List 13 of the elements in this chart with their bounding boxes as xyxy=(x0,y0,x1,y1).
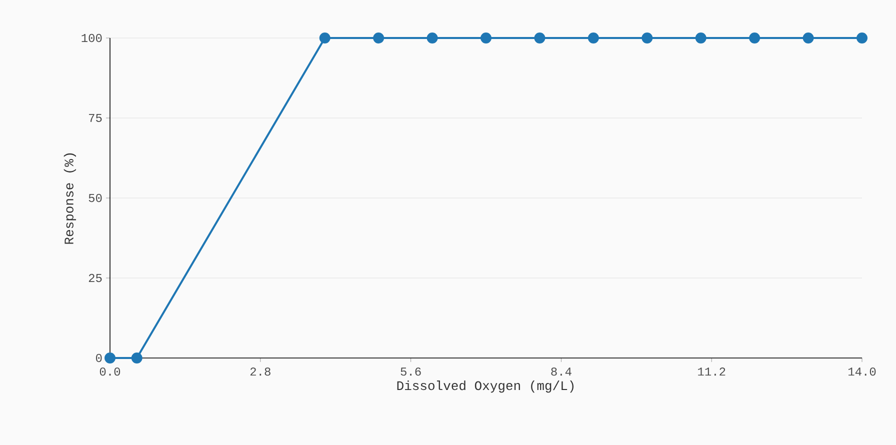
x-tick-label: 2.8 xyxy=(250,368,270,376)
x-tick-label: 8.4 xyxy=(551,368,572,376)
y-axis-title: Response (%) xyxy=(64,153,76,244)
y-tick-label: 50 xyxy=(88,194,102,202)
x-tick-label: 0.0 xyxy=(100,368,120,376)
x-axis-title: Dissolved Oxygen (mg/L) xyxy=(397,380,574,393)
x-tick-label: 11.2 xyxy=(698,368,726,376)
y-tick-label: 75 xyxy=(88,114,102,122)
y-tick-label: 0 xyxy=(96,354,102,362)
y-tick-label: 25 xyxy=(88,274,102,282)
y-tick-label: 100 xyxy=(82,34,102,42)
x-tick-label: 5.6 xyxy=(400,368,421,376)
x-tick-label: 14.0 xyxy=(848,368,876,376)
